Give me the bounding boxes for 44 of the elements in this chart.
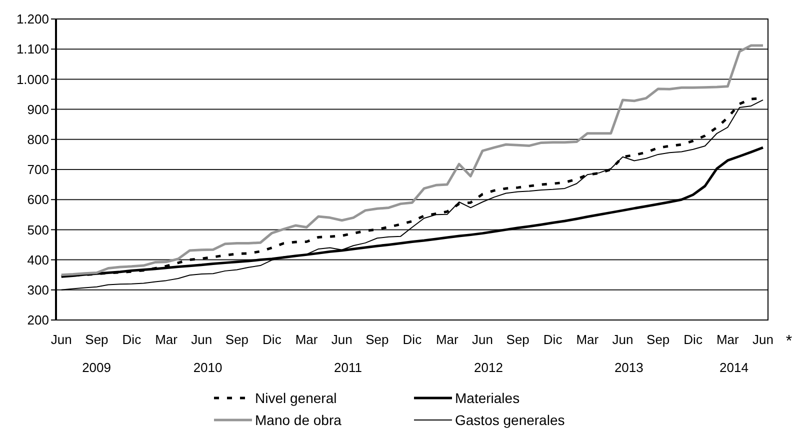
- x-tick-label: Mar: [436, 332, 460, 347]
- x-tick-label: Dic: [543, 332, 563, 347]
- legend-label: Nivel general: [255, 390, 337, 406]
- x-tick-label: Sep: [646, 332, 670, 347]
- x-tick-label: Mar: [155, 332, 178, 347]
- x-tick-label: Jun: [752, 332, 774, 347]
- y-tick-label: 1.100: [16, 42, 49, 57]
- x-tick-label: Dic: [684, 332, 703, 347]
- x-tick-label: Jun: [331, 332, 352, 347]
- text: *: [786, 333, 792, 350]
- x-tick-label: Sep: [225, 332, 249, 347]
- y-tick-label: 1.000: [16, 72, 49, 87]
- y-tick-label: 300: [27, 282, 49, 298]
- legend-label: Mano de obra: [255, 412, 342, 428]
- x-tick-label: Sep: [506, 332, 530, 347]
- x-tick-label: Sep: [85, 332, 108, 347]
- x-tick-label: Jun: [472, 332, 493, 347]
- x-tick-label: Dic: [402, 332, 422, 347]
- text: 2014: [720, 360, 748, 375]
- text: 2013: [614, 360, 644, 375]
- y-tick-label: 1.200: [16, 12, 49, 27]
- x-tick-label: Dic: [122, 332, 142, 347]
- legend-label: Materiales: [455, 390, 520, 406]
- y-tick-label: 900: [27, 102, 49, 117]
- x-tick-label: Sep: [366, 332, 389, 347]
- x-tick-label: Mar: [576, 332, 600, 347]
- y-tick-label: 600: [27, 192, 49, 208]
- x-tick-label: Mar: [295, 332, 318, 347]
- y-tick-label: 700: [27, 162, 49, 178]
- text: 2009: [82, 360, 111, 375]
- line-series: [60, 44, 764, 276]
- text: 2012: [474, 360, 503, 375]
- y-tick-label: 800: [27, 132, 49, 147]
- y-tick-label: 200: [27, 312, 49, 328]
- x-tick-label: Jun: [191, 332, 212, 347]
- text: 2011: [334, 360, 362, 375]
- y-tick-label: 500: [27, 222, 49, 238]
- x-tick-label: Jun: [50, 332, 72, 347]
- x-tick-label: Dic: [262, 332, 282, 347]
- text: 2010: [193, 360, 222, 375]
- x-tick-label: Jun: [612, 332, 634, 347]
- x-tick-label: Mar: [716, 332, 740, 347]
- legend-label: Gastos generales: [455, 412, 565, 428]
- y-tick-label: 400: [27, 252, 49, 268]
